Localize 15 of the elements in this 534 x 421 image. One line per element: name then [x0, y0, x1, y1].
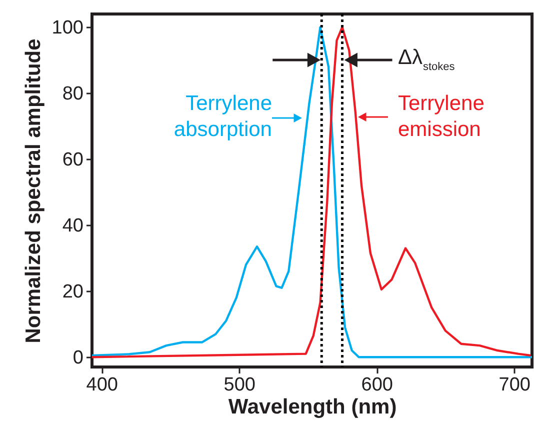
y-axis-title: Normalized spectral amplitude: [22, 38, 45, 344]
y-tick-label: 0: [72, 348, 84, 369]
x-axis-title: Wavelength (nm): [228, 396, 397, 418]
x-tick-label: 500: [224, 374, 256, 396]
x-tick-label: 700: [498, 374, 530, 396]
y-tick-label: 80: [62, 84, 84, 105]
x-tick-label: 400: [86, 374, 118, 396]
y-tick-label: 40: [62, 216, 84, 237]
x-tick-label: 600: [361, 374, 393, 396]
annotation: Terrylene absorption: [174, 92, 272, 141]
y-tick-label: 100: [52, 18, 84, 39]
y-tick-label: 60: [62, 150, 84, 171]
annotation: Terrylene emission: [398, 92, 484, 141]
y-tick-label: 20: [62, 282, 84, 303]
line-series: [92, 26, 532, 358]
